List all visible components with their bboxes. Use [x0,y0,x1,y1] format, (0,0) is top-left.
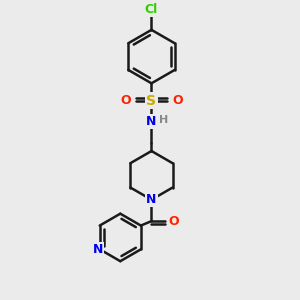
Text: N: N [93,243,104,256]
Text: H: H [159,116,169,125]
Text: O: O [172,94,183,107]
Text: O: O [120,94,131,107]
Text: O: O [168,214,179,228]
Text: N: N [146,116,157,128]
Text: Cl: Cl [145,3,158,16]
Text: S: S [146,94,157,107]
Text: N: N [146,193,157,206]
